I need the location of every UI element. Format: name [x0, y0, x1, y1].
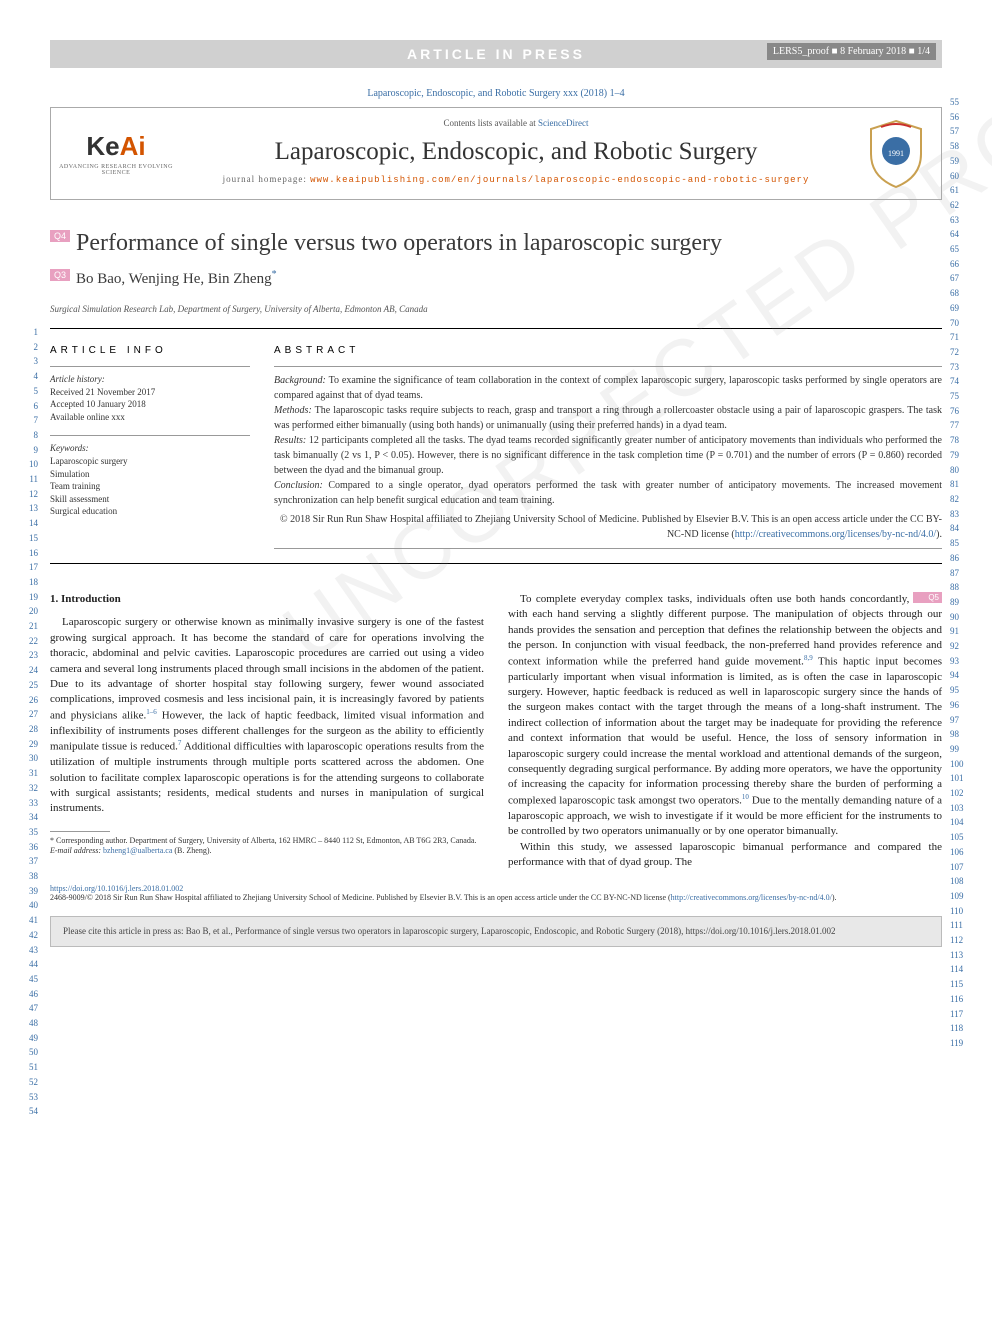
license-link[interactable]: http://creativecommons.org/licenses/by-n…: [735, 529, 936, 540]
svg-text:1991: 1991: [888, 149, 904, 158]
keyword: Laparoscopic surgery: [50, 455, 250, 468]
shield-icon: 1991: [866, 119, 926, 189]
abstract-label: ABSTRACT: [274, 345, 942, 356]
keyword: Team training: [50, 480, 250, 493]
journal-homepage: journal homepage: www.keaipublishing.com…: [191, 174, 841, 185]
left-line-numbers: 1234567891011121314151617181920212223242…: [20, 325, 38, 1119]
header-bar-title: ARTICLE IN PRESS: [407, 46, 585, 62]
article-history: Article history: Received 21 November 20…: [50, 366, 250, 423]
sciencedirect-link[interactable]: ScienceDirect: [538, 118, 588, 128]
q4-badge: Q4: [50, 230, 70, 242]
ref-10[interactable]: 10: [742, 793, 749, 801]
ref-8-9[interactable]: 8,9: [804, 654, 813, 662]
homepage-link[interactable]: www.keaipublishing.com/en/journals/lapar…: [310, 175, 809, 185]
body-col-left: 1. Introduction Laparoscopic surgery or …: [50, 592, 484, 870]
rule-top: [50, 328, 942, 329]
email-link[interactable]: bzheng1@ualberta.ca: [103, 846, 172, 855]
right-line-numbers: 5556575859606162636465666768697071727374…: [950, 95, 972, 1051]
article-title: Performance of single versus two operato…: [76, 230, 942, 257]
keyword: Surgical education: [50, 505, 250, 518]
article-info-label: ARTICLE INFO: [50, 345, 250, 356]
intro-heading: 1. Introduction: [50, 592, 484, 607]
citation-line: Laparoscopic, Endoscopic, and Robotic Su…: [50, 88, 942, 99]
keai-sub: ADVANCING RESEARCH EVOLVING SCIENCE: [59, 164, 173, 176]
affiliation: Surgical Simulation Research Lab, Depart…: [50, 304, 942, 314]
corresponding-footnote: * Corresponding author. Department of Su…: [50, 836, 484, 846]
ref-1-6[interactable]: 1–6: [146, 708, 157, 716]
keai-ke: Ke: [86, 131, 119, 161]
keyword: Skill assessment: [50, 493, 250, 506]
keyword: Simulation: [50, 468, 250, 481]
issn-license-link[interactable]: http://creativecommons.org/licenses/by-n…: [671, 893, 832, 902]
journal-name: Laparoscopic, Endoscopic, and Robotic Su…: [191, 138, 841, 166]
header-bar-right: LERS5_proof ■ 8 February 2018 ■ 1/4: [767, 43, 936, 60]
authors: Bo Bao, Wenjing He, Bin Zheng*: [76, 269, 277, 288]
rule-mid: [50, 563, 942, 564]
header-bar: ARTICLE IN PRESS LERS5_proof ■ 8 Februar…: [50, 40, 942, 68]
keai-ai: Ai: [120, 131, 146, 161]
email-footnote: E-mail address: bzheng1@ualberta.ca (B. …: [50, 846, 484, 856]
q5-badge: Q5: [913, 592, 942, 603]
journal-box: KeAi ADVANCING RESEARCH EVOLVING SCIENCE…: [50, 107, 942, 200]
abstract-text: Background: To examine the significance …: [274, 373, 942, 542]
corresponding-mark: *: [272, 269, 277, 280]
keywords-block: Keywords: Laparoscopic surgery Simulatio…: [50, 435, 250, 518]
contents-line: Contents lists available at ScienceDirec…: [191, 118, 841, 128]
doi-block: https://doi.org/10.1016/j.lers.2018.01.0…: [50, 884, 942, 902]
q3-badge: Q3: [50, 269, 70, 281]
footnote-rule: [50, 831, 110, 832]
doi-link[interactable]: https://doi.org/10.1016/j.lers.2018.01.0…: [50, 884, 183, 893]
cite-box: Please cite this article in press as: Ba…: [50, 916, 942, 947]
journal-emblem: 1991: [851, 108, 941, 199]
body-col-right: Q5To complete everyday complex tasks, in…: [508, 592, 942, 870]
publisher-logo: KeAi ADVANCING RESEARCH EVOLVING SCIENCE: [51, 108, 181, 199]
